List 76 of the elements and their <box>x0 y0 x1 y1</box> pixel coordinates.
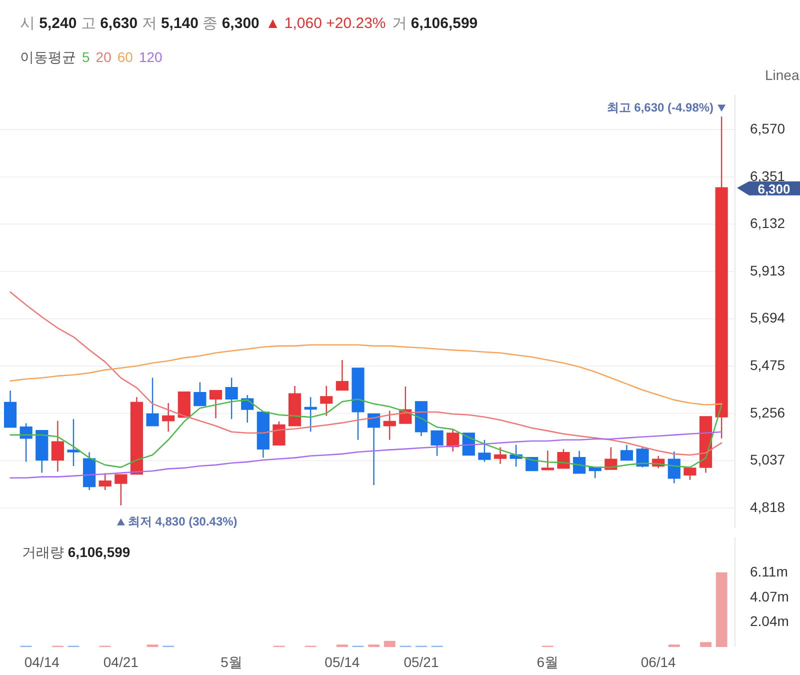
candlestick <box>494 446 507 464</box>
y-tick-label: 6,132 <box>750 215 786 232</box>
line-series <box>10 398 722 468</box>
annotation: 최저 4,830 (30.43%) <box>128 514 238 528</box>
candlestick <box>414 401 428 437</box>
x-tick-label: 04/21 <box>103 654 139 670</box>
text: 120 <box>138 49 163 65</box>
candlestick <box>715 116 728 439</box>
y-tick-label: 6.11m <box>750 563 788 580</box>
text: 60 <box>117 49 134 65</box>
text: 거 6,106,599 <box>392 15 478 32</box>
candlestick <box>573 450 586 474</box>
candlestick <box>668 450 680 484</box>
candlestick <box>51 420 64 472</box>
candlestick <box>636 446 649 468</box>
candlestick <box>178 390 190 418</box>
bar <box>384 640 396 647</box>
y-tick-label: 6,570 <box>750 120 786 137</box>
candlestick <box>67 418 80 467</box>
line-series <box>10 344 722 406</box>
candlestick <box>304 396 317 432</box>
y-tick-label: 2.04m <box>750 613 789 630</box>
text: Linea <box>765 67 800 83</box>
candlestick <box>684 468 696 480</box>
candlestick <box>146 377 159 426</box>
candlestick <box>383 410 396 440</box>
candlestick <box>36 430 48 474</box>
candlestick <box>446 428 460 452</box>
text: 20 <box>96 49 112 65</box>
candlestick <box>620 444 634 461</box>
candlestick <box>225 377 238 420</box>
x-tick-label: 6월 <box>536 654 559 670</box>
candlestick <box>352 368 364 440</box>
candlestick <box>256 412 270 458</box>
x-tick-label: 5월 <box>220 654 242 670</box>
x-tick-label: 05/21 <box>404 654 439 670</box>
candlestick <box>541 450 554 470</box>
text: 거래량 6,106,599 <box>22 544 130 560</box>
y-tick-label: 4,818 <box>750 498 786 515</box>
annotation: 최고 6,630 (-4.98%) <box>606 100 714 115</box>
candlestick <box>114 474 128 506</box>
line-series <box>10 291 722 456</box>
text: 5 <box>82 49 90 65</box>
candlestick <box>336 359 348 391</box>
candlestick <box>162 402 175 432</box>
y-tick-label: 5,694 <box>750 310 786 326</box>
candlestick <box>368 413 380 486</box>
candlestick <box>83 452 96 491</box>
candlestick <box>4 390 17 428</box>
y-tick-label: 5,256 <box>750 404 786 420</box>
x-tick-label: 04/14 <box>24 654 60 670</box>
y-tick-label: 4.07m <box>750 588 789 604</box>
y-tick-label: 5,913 <box>750 262 786 278</box>
candlestick <box>272 420 286 446</box>
candlestick <box>557 448 570 469</box>
chart-subtitle: ▲ 1,060 +20.23% <box>265 15 386 32</box>
candlestick <box>194 382 206 407</box>
y-tick-label: 5,475 <box>750 357 786 374</box>
candlestick <box>320 385 333 417</box>
bar <box>700 642 712 647</box>
y-tick-label: 6,351 <box>750 168 786 184</box>
y-tick-label: 5,037 <box>750 452 786 468</box>
candlestick <box>130 396 144 475</box>
candlestick <box>288 385 302 426</box>
candlestick <box>98 472 112 491</box>
text: 6,300 <box>758 181 790 196</box>
x-tick-label: 05/14 <box>324 654 360 670</box>
legend-title: 이동평균 <box>20 49 76 65</box>
candlestick <box>478 439 491 462</box>
chart-title: 시 5,240 고 6,630 저 5,140 종 6,300 <box>20 15 260 32</box>
x-tick-label: 06/14 <box>640 654 676 670</box>
candlestick <box>209 390 222 419</box>
candlestick <box>20 422 32 462</box>
bar <box>716 572 728 647</box>
line-series <box>10 431 722 479</box>
candlestick <box>430 430 444 456</box>
